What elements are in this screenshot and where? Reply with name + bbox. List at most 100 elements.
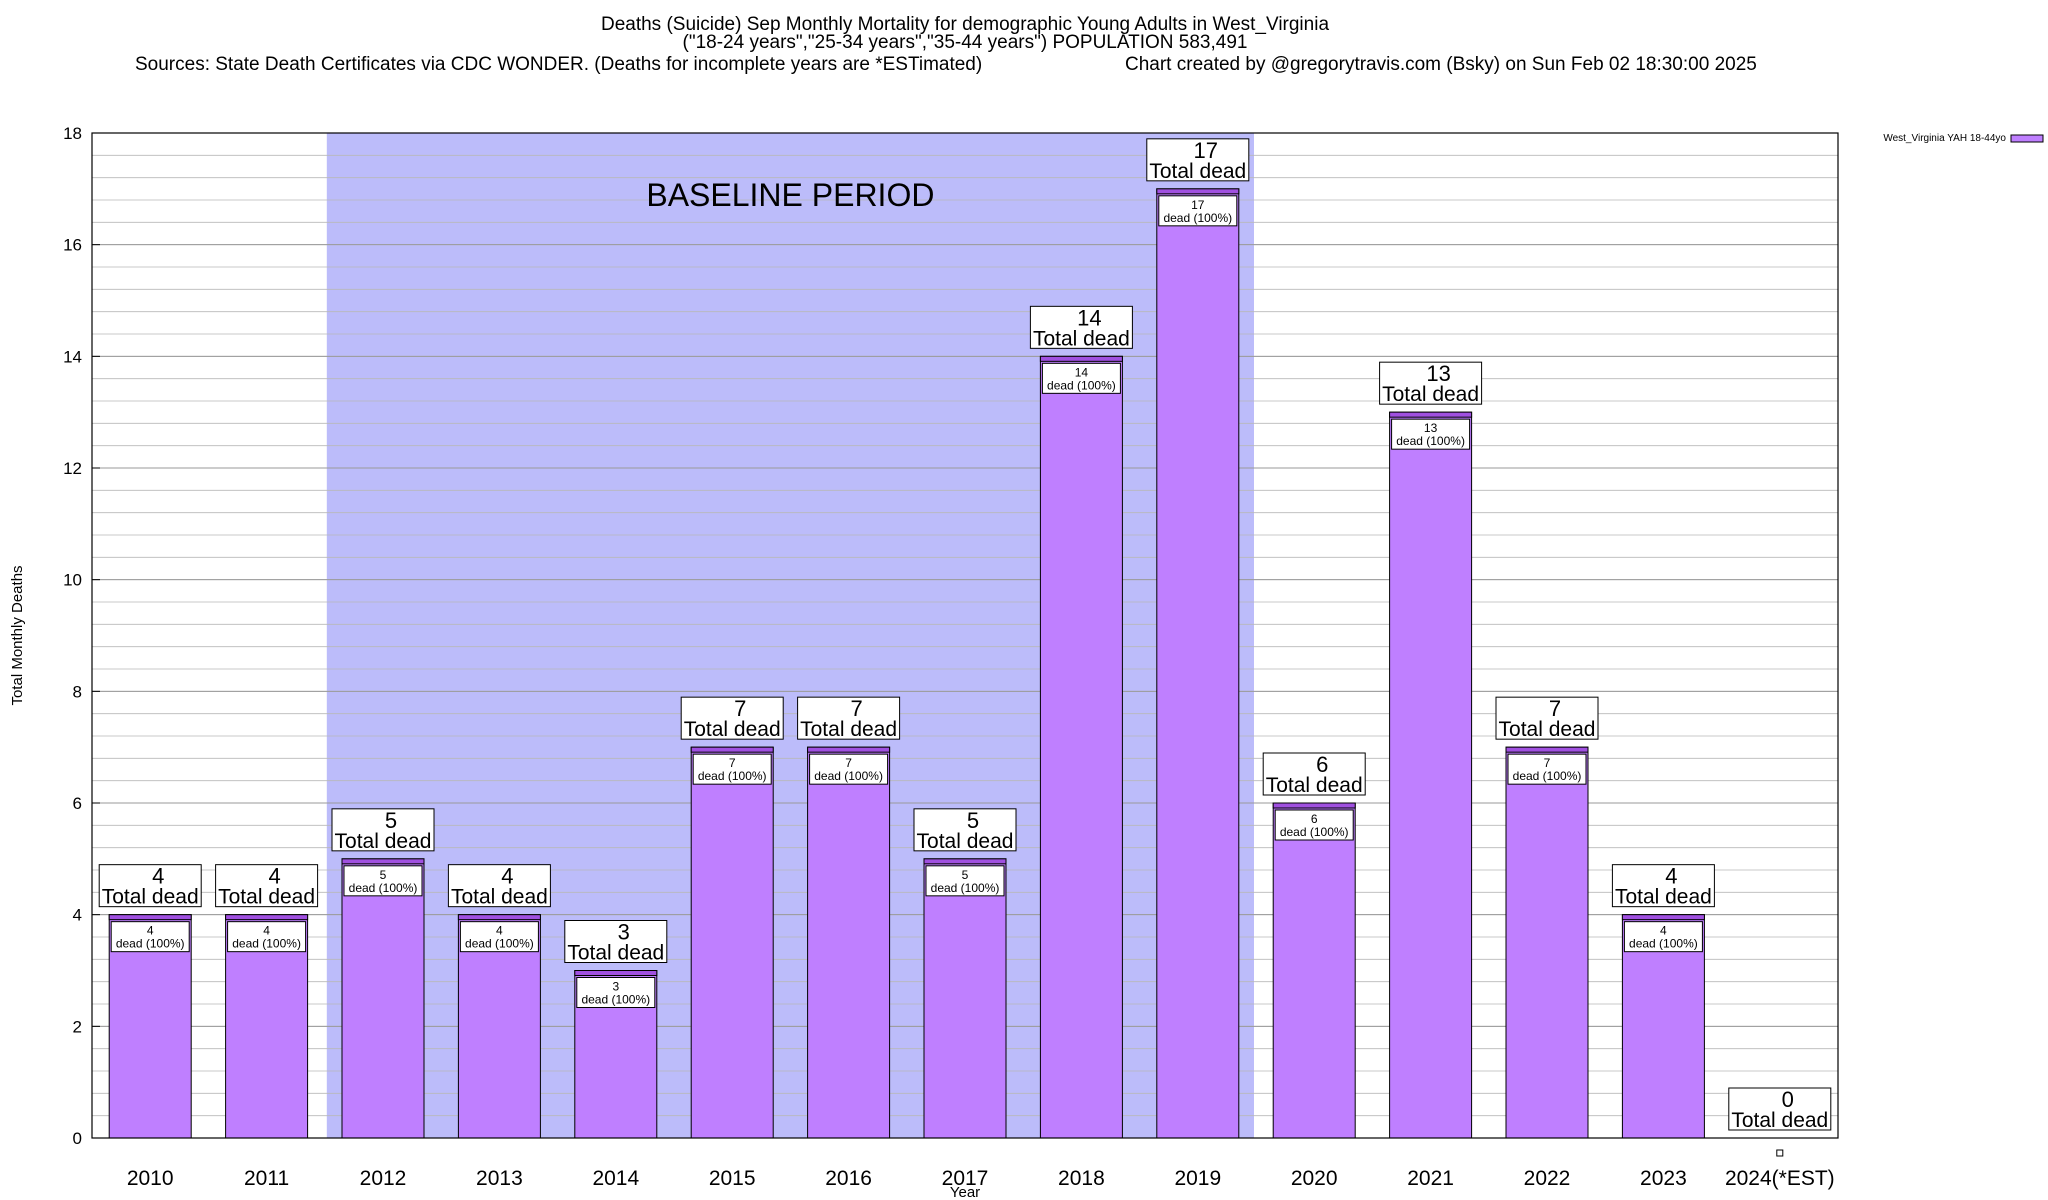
inner-label-text: dead (100%): [581, 993, 650, 1007]
x-tick-label: 2016: [825, 1167, 872, 1190]
y-tick-label: 10: [63, 571, 82, 590]
bar: [1272, 802, 1356, 1139]
inner-label-text: dead (100%): [1396, 434, 1465, 448]
bar-cap: [457, 914, 541, 921]
inner-label-count: 13: [1424, 421, 1438, 435]
y-tick-label: 12: [63, 459, 82, 478]
inner-label-box: [1041, 362, 1121, 394]
inner-label-text: dead (100%): [232, 937, 301, 951]
bar-cap: [341, 858, 425, 865]
top-label-text: Total dead: [684, 718, 781, 741]
top-label-box: [797, 696, 901, 740]
inner-label-count: 14: [1075, 365, 1089, 379]
top-label-text: Total dead: [1499, 718, 1596, 741]
inner-label-count: 7: [729, 756, 736, 770]
inner-label-text: dead (100%): [931, 881, 1000, 895]
x-tick-label: 2022: [1524, 1167, 1571, 1190]
bar-cap: [1389, 411, 1473, 418]
bar-cap: [574, 970, 658, 976]
top-label-count: 0: [1782, 1087, 1794, 1112]
bar: [1505, 746, 1589, 1139]
y-tick-label: 16: [63, 236, 82, 255]
top-label-box: [1379, 361, 1483, 405]
top-label-text: Total dead: [451, 886, 548, 909]
top-label-count: 14: [1077, 305, 1101, 330]
inner-label-count: 5: [380, 868, 387, 882]
x-tick-label: 2018: [1058, 1167, 1105, 1190]
inner-label-box: [227, 921, 307, 953]
inner-label-box: [459, 921, 539, 953]
inner-label-count: 6: [1311, 812, 1318, 826]
inner-label-count: 7: [845, 756, 852, 770]
bar: [923, 858, 1007, 1139]
top-label-box: [215, 864, 319, 908]
bar: [1156, 188, 1240, 1139]
top-label-text: Total dead: [567, 942, 664, 965]
bar: [807, 746, 891, 1139]
bar-cap: [108, 914, 192, 921]
x-tick-label: 2024(*EST): [1725, 1167, 1835, 1190]
inner-label-text: dead (100%): [1047, 378, 1116, 392]
inner-label-box: [692, 753, 772, 785]
bar-cap: [690, 746, 774, 753]
top-label-text: Total dead: [102, 886, 199, 909]
top-label-box: [1029, 305, 1133, 349]
top-label-box: [1495, 696, 1599, 740]
bar-cap: [1621, 914, 1705, 921]
top-label-text: Total dead: [917, 830, 1014, 853]
inner-label-box: [1507, 753, 1587, 785]
inner-label-text: dead (100%): [1280, 825, 1349, 839]
inner-label-box: [576, 977, 656, 1008]
y-tick-label: 14: [63, 347, 82, 366]
top-label-count: 13: [1426, 361, 1450, 386]
x-tick-label: 2021: [1407, 1167, 1454, 1190]
top-label-box: [564, 920, 668, 963]
bar-cap: [1505, 746, 1589, 753]
inner-label-count: 4: [263, 924, 270, 938]
top-label-count: 7: [850, 696, 862, 721]
inner-label-box: [1391, 418, 1471, 450]
zero-bar-marker: [1776, 1149, 1784, 1157]
inner-label-text: dead (100%): [1629, 937, 1698, 951]
top-label-box: [913, 808, 1017, 852]
bar: [1039, 355, 1123, 1139]
y-tick-label: 8: [73, 682, 82, 701]
top-label-box: [447, 864, 551, 908]
bar-cap: [923, 858, 1007, 865]
top-label-box: [1262, 752, 1366, 796]
inner-label-count: 4: [147, 924, 154, 938]
y-tick-label: 6: [73, 794, 82, 813]
x-tick-label: 2014: [592, 1167, 639, 1190]
inner-label-count: 7: [1544, 756, 1551, 770]
top-label-text: Total dead: [335, 830, 432, 853]
top-label-box: [680, 696, 784, 740]
inner-label-box: [343, 865, 423, 897]
plot-frame: [91, 132, 1839, 1139]
y-axis-label: Total Monthly Deaths: [9, 565, 26, 705]
bar: [1389, 411, 1473, 1139]
y-tick-label: 2: [73, 1017, 82, 1036]
chart-sources: Sources: State Death Certificates via CD…: [135, 54, 983, 75]
inner-label-box: [925, 865, 1005, 897]
inner-label-text: dead (100%): [116, 937, 185, 951]
x-tick-label: 2023: [1640, 1167, 1687, 1190]
inner-label-count: 4: [1660, 924, 1667, 938]
legend-swatch: [2010, 134, 2044, 143]
x-tick-label: 2010: [127, 1167, 174, 1190]
x-tick-label: 2013: [476, 1167, 523, 1190]
top-label-count: 5: [967, 808, 979, 833]
chart-subtitle: ("18-24 years","25-34 years","35-44 year…: [682, 32, 1248, 53]
chart-title: Deaths (Suicide) Sep Monthly Mortality f…: [600, 14, 1330, 35]
inner-label-box: [809, 753, 889, 785]
top-label-box: [1611, 864, 1715, 908]
x-tick-label: 2019: [1174, 1167, 1221, 1190]
x-tick-label: 2020: [1291, 1167, 1338, 1190]
x-tick-label: 2011: [244, 1167, 289, 1190]
top-label-count: 3: [618, 920, 630, 945]
inner-label-box: [110, 921, 190, 953]
top-label-text: Total dead: [1382, 383, 1479, 406]
bar-cap: [807, 746, 891, 753]
inner-label-text: dead (100%): [1513, 769, 1582, 783]
top-label-box: [331, 808, 435, 852]
top-label-text: Total dead: [1615, 886, 1712, 909]
